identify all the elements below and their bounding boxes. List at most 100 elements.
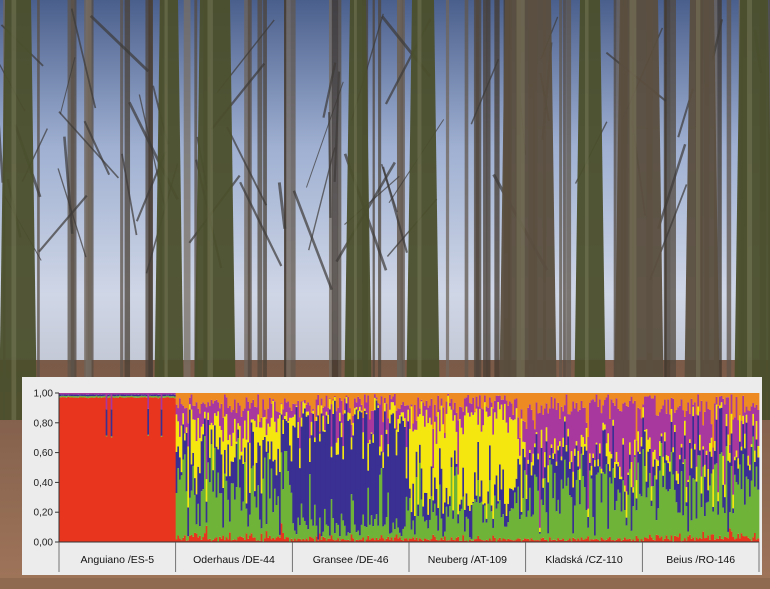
bar-segment-yellow (262, 417, 265, 440)
bar-segment-blue (480, 480, 483, 502)
bar-segment-green (249, 514, 252, 536)
bar-segment-magenta (492, 408, 495, 435)
tree-trunk (494, 0, 500, 420)
bar-segment-blue (694, 449, 697, 480)
bar-segment-orange (380, 393, 383, 397)
bar-segment-red (614, 540, 617, 542)
bar-segment-red (694, 540, 697, 542)
bar-segment-orange (302, 393, 305, 402)
bar-segment-orange (509, 393, 512, 402)
bar-segment-yellow (570, 451, 573, 463)
bar-segment-orange (344, 393, 347, 399)
bar-segment-green (319, 517, 322, 534)
bar-segment-orange (395, 393, 398, 411)
bar-segment-magenta (142, 393, 145, 395)
tree-trunk (464, 0, 469, 420)
bar-segment-red (89, 397, 92, 542)
bar-segment-green (292, 523, 295, 541)
bar-segment-orange (632, 393, 635, 404)
bar-segment-green (269, 498, 272, 536)
bar-segment-red (185, 540, 188, 542)
bar-segment-blue (419, 444, 422, 463)
bar-segment-blue (320, 413, 323, 537)
bar-segment-green (442, 536, 445, 540)
bar-segment-magenta (319, 431, 322, 434)
bar-segment-orange (705, 393, 708, 402)
bar-segment-green (194, 494, 197, 533)
bar-segment-magenta (460, 407, 463, 428)
bar-segment-green (732, 513, 735, 537)
bar-segment-orange (385, 393, 388, 404)
bar-segment-orange (230, 393, 233, 413)
bar-segment-magenta (334, 396, 337, 398)
bar-segment-green (689, 475, 692, 535)
bar-segment-magenta (275, 411, 278, 433)
bar-segment-blue (739, 441, 742, 465)
bar-segment-red (194, 532, 197, 542)
tree-trunk (331, 0, 339, 420)
bar-segment-magenta (79, 393, 82, 395)
bar-segment-green (499, 500, 502, 538)
bar-segment-red (209, 538, 212, 542)
bar-segment-red (634, 540, 637, 542)
bar-segment-green (275, 504, 278, 538)
bar-segment-yellow (655, 459, 658, 480)
bar-segment-blue (420, 468, 423, 500)
bar-segment-blue (517, 458, 520, 487)
bar-segment-red (645, 538, 648, 542)
bar-segment-magenta (717, 406, 720, 493)
bar-segment-green (349, 533, 352, 541)
bar-segment-blue (484, 503, 487, 506)
bar-segment-magenta (190, 394, 193, 410)
bar-segment-yellow (257, 414, 260, 443)
bar-segment-magenta (660, 409, 663, 434)
bar-segment-yellow (200, 426, 203, 442)
bar-segment-magenta (710, 424, 713, 438)
bar-segment-yellow (604, 424, 607, 430)
y-tick-label: 0,00 (34, 538, 54, 549)
bar-segment-orange (547, 393, 550, 414)
bar-segment-red (410, 539, 413, 542)
bar-segment-blue (649, 448, 652, 473)
bar-segment-magenta (332, 399, 335, 401)
bar-segment-magenta (297, 400, 300, 423)
bar-segment-green (665, 489, 668, 536)
bar-segment-yellow (662, 456, 665, 476)
bar-segment-green (527, 510, 530, 539)
bar-segment-blue (127, 394, 130, 396)
bar-segment-yellow (217, 411, 220, 450)
bar-segment-yellow (442, 424, 445, 514)
bar-segment-red (719, 535, 722, 542)
tree-branch (70, 8, 97, 109)
bar-segment-green (445, 506, 448, 541)
bar-segment-blue (380, 451, 383, 469)
bar-segment-magenta (59, 393, 62, 395)
bar-segment-blue (745, 422, 748, 477)
bar-segment-orange (644, 393, 647, 397)
bar-segment-orange (292, 393, 295, 404)
bar-segment-orange (585, 393, 588, 423)
bar-segment-green (687, 531, 690, 537)
bar-segment-orange (672, 393, 675, 399)
bar-segment-red (257, 540, 260, 542)
bar-segment-green (460, 508, 463, 541)
bar-segment-magenta (659, 412, 662, 442)
bar-segment-red (750, 540, 753, 542)
bar-segment-magenta (219, 408, 222, 426)
bar-segment-red (235, 540, 238, 542)
bar-segment-red (189, 535, 192, 542)
tree-trunk (183, 0, 191, 420)
bar-segment-blue (207, 419, 210, 463)
bar-segment-magenta (295, 404, 298, 406)
bar-segment-red (612, 540, 615, 542)
bar-segment-red (735, 538, 738, 542)
bar-segment-orange (287, 393, 290, 402)
bar-segment-magenta (652, 398, 655, 452)
bar-segment-red (379, 538, 382, 542)
bar-segment-green (692, 478, 695, 538)
bar-segment-yellow (230, 446, 233, 462)
bar-segment-green (134, 396, 137, 398)
bar-segment-yellow (392, 402, 395, 414)
bar-segment-green (309, 474, 312, 537)
bar-segment-orange (565, 393, 568, 395)
